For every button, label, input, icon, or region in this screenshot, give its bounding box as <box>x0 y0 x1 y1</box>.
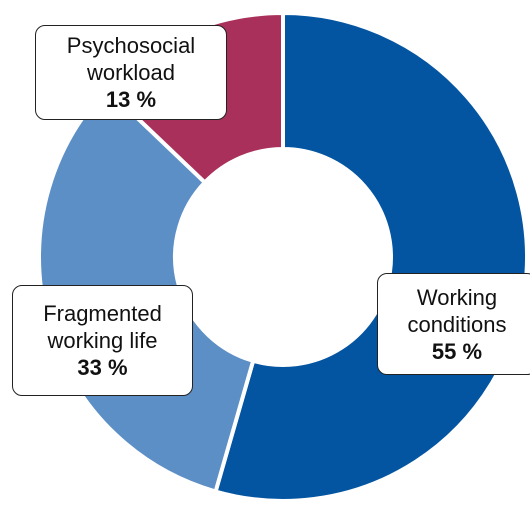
category-label: Psychosocial workload <box>66 33 196 85</box>
label-box: Psychosocial workload 13 % <box>35 25 227 120</box>
value-label: 55 % <box>431 338 483 364</box>
value-label: 13 % <box>105 87 157 112</box>
category-label: Fragmented working life <box>43 301 162 353</box>
value-label: 33 % <box>77 355 128 380</box>
label-box: Fragmented working life 33 % <box>12 285 193 396</box>
donut-segment <box>213 10 529 503</box>
category-label: Working conditions <box>407 284 507 337</box>
label-box: Working conditions 55 % <box>377 273 530 375</box>
